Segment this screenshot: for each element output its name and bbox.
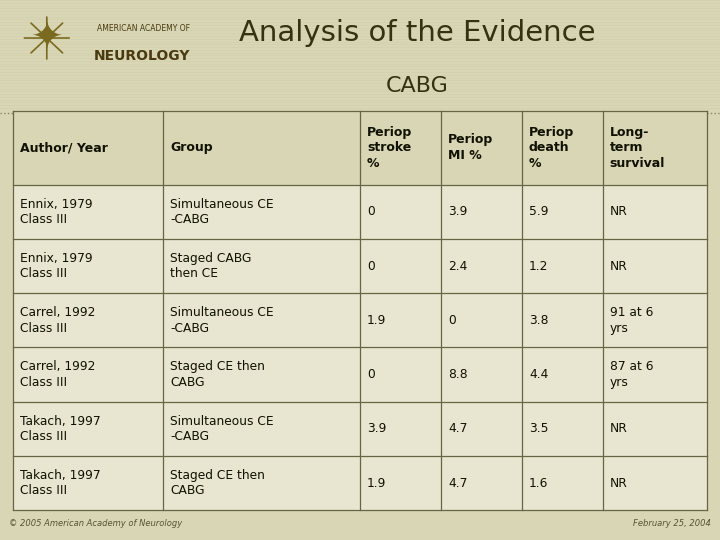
Bar xyxy=(13,111,707,185)
Text: Staged CE then
CABG: Staged CE then CABG xyxy=(171,360,265,389)
Text: NR: NR xyxy=(610,205,628,218)
Text: 87 at 6
yrs: 87 at 6 yrs xyxy=(610,360,653,389)
Text: 0: 0 xyxy=(367,205,374,218)
Text: Simultaneous CE
-CABG: Simultaneous CE -CABG xyxy=(171,198,274,226)
Text: Simultaneous CE
-CABG: Simultaneous CE -CABG xyxy=(171,415,274,443)
Text: 2.4: 2.4 xyxy=(448,260,467,273)
Text: Carrel, 1992
Class III: Carrel, 1992 Class III xyxy=(20,306,95,335)
Text: 0: 0 xyxy=(448,314,456,327)
Text: Ennix, 1979
Class III: Ennix, 1979 Class III xyxy=(20,252,93,280)
Text: Carrel, 1992
Class III: Carrel, 1992 Class III xyxy=(20,360,95,389)
Bar xyxy=(13,402,707,456)
Text: Staged CE then
CABG: Staged CE then CABG xyxy=(171,469,265,497)
Text: 0: 0 xyxy=(367,260,374,273)
Text: 0: 0 xyxy=(367,368,374,381)
Text: Takach, 1997
Class III: Takach, 1997 Class III xyxy=(20,415,101,443)
Text: Simultaneous CE
-CABG: Simultaneous CE -CABG xyxy=(171,306,274,335)
Bar xyxy=(13,239,707,293)
Text: 1.2: 1.2 xyxy=(529,260,548,273)
Text: 3.9: 3.9 xyxy=(367,422,387,435)
Text: Analysis of the Evidence: Analysis of the Evidence xyxy=(239,19,596,48)
Text: NR: NR xyxy=(610,260,628,273)
Text: 3.9: 3.9 xyxy=(448,205,467,218)
Text: NR: NR xyxy=(610,477,628,490)
Text: Periop
MI %: Periop MI % xyxy=(448,133,493,162)
Text: Long-
term
survival: Long- term survival xyxy=(610,126,665,170)
Text: Periop
stroke
%: Periop stroke % xyxy=(367,126,412,170)
Text: 1.9: 1.9 xyxy=(367,477,387,490)
Text: 5.9: 5.9 xyxy=(529,205,549,218)
Text: 91 at 6
yrs: 91 at 6 yrs xyxy=(610,306,653,335)
Bar xyxy=(13,347,707,402)
Text: Group: Group xyxy=(171,141,213,154)
Bar xyxy=(13,293,707,347)
Text: Ennix, 1979
Class III: Ennix, 1979 Class III xyxy=(20,198,93,226)
Text: ✦: ✦ xyxy=(30,19,63,57)
Text: February 25, 2004: February 25, 2004 xyxy=(634,519,711,528)
Text: NEUROLOGY: NEUROLOGY xyxy=(94,49,190,63)
Text: 1.9: 1.9 xyxy=(367,314,387,327)
Text: 3.5: 3.5 xyxy=(529,422,549,435)
Text: 4.7: 4.7 xyxy=(448,477,467,490)
Text: AMERICAN ACADEMY OF: AMERICAN ACADEMY OF xyxy=(97,24,190,33)
Text: 4.7: 4.7 xyxy=(448,422,467,435)
Text: 4.4: 4.4 xyxy=(529,368,548,381)
Text: Author/ Year: Author/ Year xyxy=(20,141,108,154)
Text: © 2005 American Academy of Neurology: © 2005 American Academy of Neurology xyxy=(9,519,182,528)
Bar xyxy=(13,185,707,239)
Text: NR: NR xyxy=(610,422,628,435)
Text: 3.8: 3.8 xyxy=(529,314,549,327)
Bar xyxy=(13,456,707,510)
Text: Takach, 1997
Class III: Takach, 1997 Class III xyxy=(20,469,101,497)
Text: 1.6: 1.6 xyxy=(529,477,548,490)
Text: 8.8: 8.8 xyxy=(448,368,467,381)
Text: CABG: CABG xyxy=(386,76,449,96)
Text: Periop
death
%: Periop death % xyxy=(529,126,574,170)
Text: Staged CABG
then CE: Staged CABG then CE xyxy=(171,252,252,280)
